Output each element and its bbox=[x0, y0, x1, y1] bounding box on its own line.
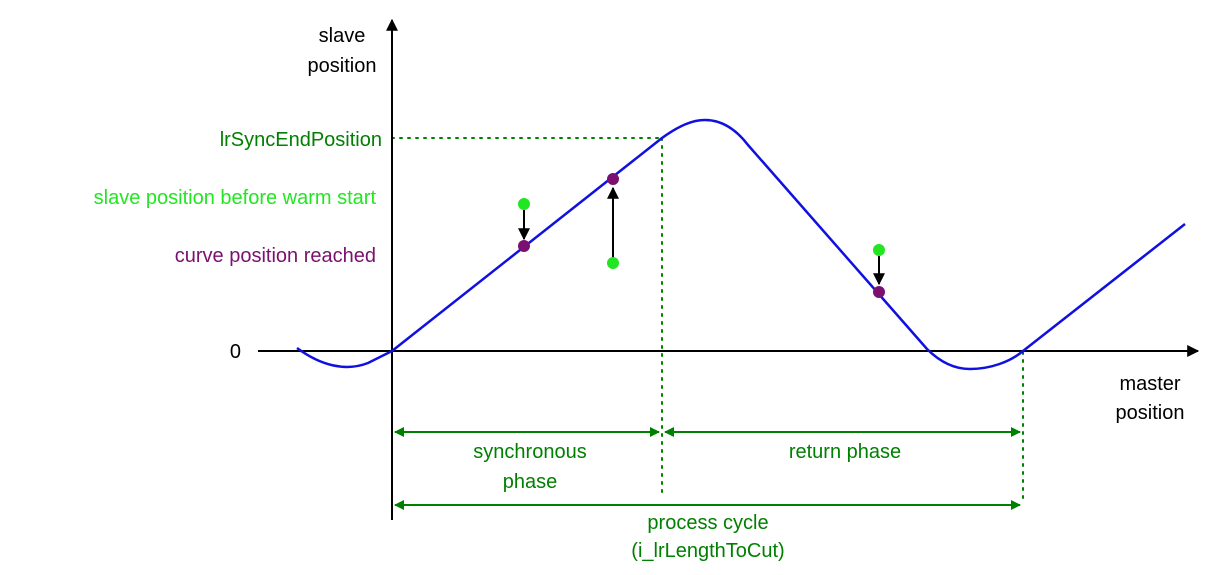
synchronous-phase-label-line1: synchronous bbox=[473, 441, 586, 463]
y-axis-label-line2: position bbox=[308, 55, 377, 77]
sync-end-position-label: lrSyncEndPosition bbox=[220, 129, 382, 151]
reached-point-marker bbox=[873, 286, 885, 298]
reached-point-marker bbox=[518, 240, 530, 252]
reached-point-marker bbox=[607, 173, 619, 185]
process-cycle-label-line1: process cycle bbox=[647, 512, 768, 534]
y-axis-label-line1: slave bbox=[319, 25, 366, 47]
cam-curve bbox=[296, 118, 1186, 371]
legend-before-warm-start: slave position before warm start bbox=[94, 187, 377, 209]
start-point-marker bbox=[607, 257, 619, 269]
legend-curve-position-reached: curve position reached bbox=[175, 245, 376, 267]
x-axis-label-line2: position bbox=[1116, 402, 1185, 424]
synchronous-phase-label-line2: phase bbox=[503, 471, 558, 493]
warm-start-example-2 bbox=[607, 173, 619, 269]
warm-start-example-3 bbox=[873, 244, 885, 298]
process-cycle-label-line2: (i_lrLengthToCut) bbox=[631, 540, 784, 562]
start-point-marker bbox=[873, 244, 885, 256]
start-point-marker bbox=[518, 198, 530, 210]
origin-label: 0 bbox=[230, 341, 241, 363]
warm-start-example-1 bbox=[518, 198, 530, 252]
return-phase-label: return phase bbox=[789, 441, 901, 463]
x-axis-label-line1: master bbox=[1119, 373, 1180, 395]
